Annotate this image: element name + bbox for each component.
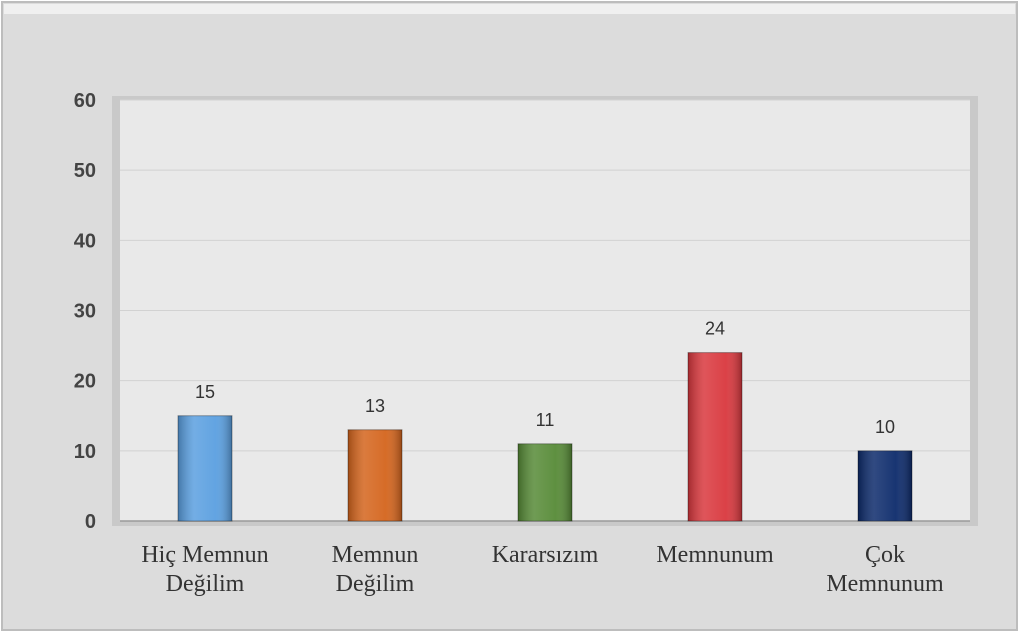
data-label: 15 bbox=[195, 382, 215, 402]
y-tick-label: 10 bbox=[74, 441, 96, 463]
data-label: 13 bbox=[365, 396, 385, 416]
y-tick-label: 50 bbox=[74, 160, 96, 182]
bar-shine bbox=[518, 443, 572, 521]
y-tick-label: 60 bbox=[74, 90, 96, 112]
x-tick-label: Çok Memnunum bbox=[826, 542, 944, 597]
x-tick-label: Hiç Memnun Değilim bbox=[141, 542, 269, 597]
x-tick-label: Memnun Değilim bbox=[331, 542, 419, 597]
data-label: 10 bbox=[875, 417, 895, 437]
data-label: 24 bbox=[705, 319, 725, 339]
bar-shine bbox=[178, 415, 232, 521]
y-tick-label: 20 bbox=[74, 371, 96, 393]
y-tick-label: 0 bbox=[85, 511, 96, 533]
bar-shine bbox=[348, 429, 402, 521]
y-tick-label: 30 bbox=[74, 301, 96, 323]
x-tick-label: Memnunum bbox=[656, 542, 774, 568]
x-tick-label: Kararsızım bbox=[491, 542, 599, 568]
bar-shine bbox=[688, 352, 742, 521]
y-tick-label: 40 bbox=[74, 230, 96, 252]
bar-shine bbox=[858, 450, 912, 521]
top-bevel bbox=[4, 4, 1015, 14]
data-label: 11 bbox=[536, 410, 555, 430]
